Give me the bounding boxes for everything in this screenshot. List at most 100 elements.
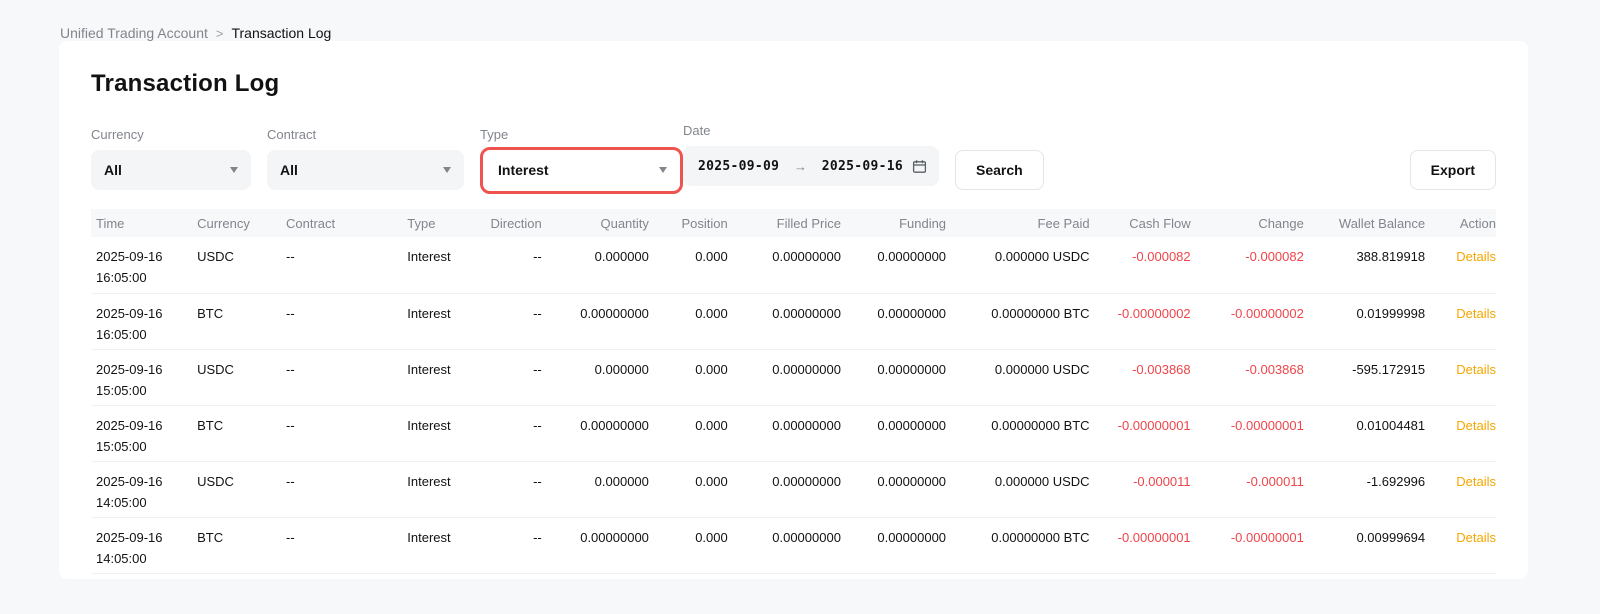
breadcrumb-separator-icon: > [215,25,224,41]
cell-action: Details [1425,293,1496,350]
currency-filter-group: Currency All [91,127,267,190]
column-header-wallet_balance: Wallet Balance [1303,209,1426,237]
cell-quantity: 0.00000000 [541,405,649,462]
cell-contract: -- [281,237,403,294]
cell-cash-flow: -0.000082 [1089,237,1191,294]
cell-fee-paid: 0.00000000 BTC [946,293,1090,350]
cell-funding: 0.00000000 [840,293,947,350]
date-range-arrow-icon: → [794,158,807,174]
cell-direction: -- [481,517,542,574]
cell-quantity: 0.000000 [541,461,649,518]
table-header-row: Time Currency Contract Type Direction Quantit… [91,209,1496,237]
cell-cash-flow: -0.003868 [1089,349,1191,406]
cell-change: -0.00000001 [1190,517,1304,574]
contract-filter-label: Contract [267,127,317,142]
cell-contract: -- [281,349,403,406]
cell-filled-price: 0.00000000 [727,461,841,518]
filter-bar: Currency All Contract All Type Interest … [91,123,1496,194]
cell-change: -0.000011 [1190,461,1304,518]
currency-select-value: All [104,162,122,178]
cell-direction: -- [481,237,542,294]
cell-position: 0.000 [648,349,728,406]
table-row: 2025-09-16 15:05:00 BTC -- Interest -- 0… [91,405,1496,462]
cell-time-date: 2025-09-16 [96,417,163,433]
transaction-table: Time Currency Contract Type Direction Quantit… [91,209,1496,574]
cell-position: 0.000 [648,405,728,462]
column-header-action: Action [1425,209,1496,237]
cell-fee-paid: 0.00000000 BTC [946,517,1090,574]
details-link[interactable]: Details [1456,473,1496,489]
export-button[interactable]: Export [1409,150,1496,190]
date-range-picker[interactable]: 2025-09-09 → 2025-09-16 [683,146,939,186]
cell-fee-paid: 0.000000 USDC [946,461,1090,518]
date-from-value: 2025-09-09 [698,158,780,174]
column-header-direction: Direction [481,209,542,237]
column-header-fee_paid: Fee Paid [946,209,1090,237]
cell-time-date: 2025-09-16 [96,473,163,489]
type-select[interactable]: Interest [480,146,683,194]
cell-currency: USDC [192,237,282,294]
details-link[interactable]: Details [1456,529,1496,545]
cell-action: Details [1425,349,1496,406]
details-link[interactable]: Details [1456,249,1496,264]
cell-quantity: 0.000000 [541,237,649,294]
cell-quantity: 0.00000000 [541,517,649,574]
details-link[interactable]: Details [1456,417,1496,433]
date-filter-group: Date 2025-09-09 → 2025-09-16 [683,123,955,186]
cell-funding: 0.00000000 [840,349,947,406]
transaction-table-container: Time Currency Contract Type Direction Quantit… [91,209,1496,574]
contract-select[interactable]: All [267,150,464,190]
date-to-value: 2025-09-16 [821,158,903,174]
column-header-position: Position [648,209,728,237]
cell-funding: 0.00000000 [840,461,947,518]
column-header-filled_price: Filled Price [727,209,841,237]
cell-change: -0.000082 [1190,237,1304,294]
cell-time-date: 2025-09-16 [96,249,163,264]
cell-direction: -- [481,349,542,406]
search-button[interactable]: Search [955,150,1044,190]
details-link[interactable]: Details [1456,361,1496,377]
column-header-cash_flow: Cash Flow [1089,209,1191,237]
cell-time-date: 2025-09-16 [96,529,163,545]
table-row: 2025-09-16 16:05:00 BTC -- Interest -- 0… [91,293,1496,350]
cell-time: 2025-09-16 15:05:00 [91,405,193,462]
table-row: 2025-09-16 14:05:00 BTC -- Interest -- 0… [91,517,1496,574]
cell-position: 0.000 [648,237,728,294]
cell-currency: BTC [192,293,282,350]
cell-fee-paid: 0.00000000 BTC [946,405,1090,462]
cell-action: Details [1425,461,1496,518]
cell-filled-price: 0.00000000 [727,405,841,462]
transaction-log-panel: Transaction Log Currency All Contract Al… [59,41,1528,579]
cell-time-clock: 16:05:00 [96,270,147,285]
column-header-contract: Contract [281,209,403,237]
cell-time-clock: 14:05:00 [96,494,147,510]
cell-type: Interest [402,237,482,294]
cell-currency: USDC [192,349,282,406]
column-header-currency: Currency [192,209,282,237]
cell-position: 0.000 [648,293,728,350]
currency-select[interactable]: All [91,150,251,190]
cell-quantity: 0.000000 [541,349,649,406]
cell-filled-price: 0.00000000 [727,237,841,294]
column-header-time: Time [91,209,193,237]
cell-time: 2025-09-16 16:05:00 [91,293,193,350]
chevron-down-icon [659,167,667,173]
breadcrumb-link-unified-trading-account[interactable]: Unified Trading Account [60,25,208,41]
cell-action: Details [1425,405,1496,462]
cell-position: 0.000 [648,517,728,574]
cell-contract: -- [281,461,403,518]
column-header-change: Change [1190,209,1304,237]
calendar-icon [912,159,927,174]
cell-fee-paid: 0.000000 USDC [946,349,1090,406]
cell-cash-flow: -0.00000002 [1089,293,1191,350]
breadcrumb: Unified Trading Account > Transaction Lo… [0,0,1600,41]
cell-filled-price: 0.00000000 [727,349,841,406]
breadcrumb-current: Transaction Log [231,25,332,41]
table-row: 2025-09-16 15:05:00 USDC -- Interest -- … [91,349,1496,406]
details-link[interactable]: Details [1456,305,1496,321]
contract-select-value: All [280,162,298,178]
type-select-value: Interest [498,162,549,178]
column-header-funding: Funding [840,209,947,237]
cell-funding: 0.00000000 [840,405,947,462]
cell-time-clock: 14:05:00 [96,550,147,566]
